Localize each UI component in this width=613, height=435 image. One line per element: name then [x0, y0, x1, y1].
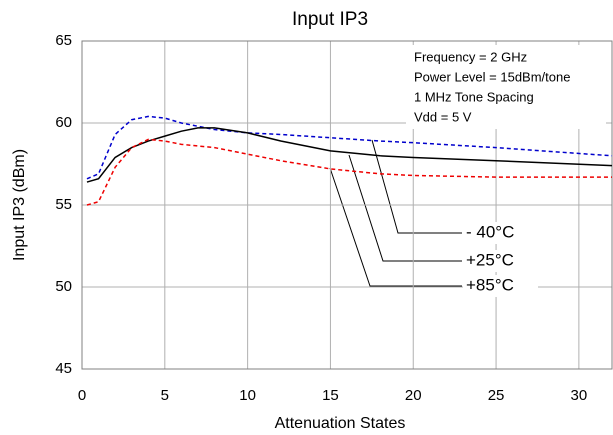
- y-tick-label: 60: [55, 114, 72, 131]
- y-axis-label: Input IP3 (dBm): [11, 149, 28, 261]
- series-line: [86, 138, 612, 206]
- x-axis-label: Attenuation States: [275, 415, 406, 432]
- legend-bg: [463, 275, 538, 297]
- chart-title: Input IP3: [292, 9, 368, 30]
- series-line: [86, 115, 613, 180]
- legend-label: +85°C: [466, 275, 514, 294]
- x-tick-label: 15: [322, 387, 339, 404]
- legend-bg: [463, 250, 538, 272]
- x-tick-label: 25: [488, 387, 505, 404]
- x-tick-label: 10: [239, 387, 256, 404]
- legend-bg: [463, 222, 538, 244]
- annotation-box: [406, 45, 606, 129]
- annotation: Vdd = 5 V: [414, 109, 472, 124]
- leader-line: [329, 167, 462, 287]
- y-tick-label: 45: [55, 360, 72, 377]
- y-tick-label: 55: [55, 196, 72, 213]
- x-tick-label: 30: [571, 387, 588, 404]
- y-tick-label: 65: [55, 32, 72, 49]
- y-tick-label: 50: [55, 278, 72, 295]
- x-tick-label: 5: [161, 387, 169, 404]
- plot-frame: [81, 40, 613, 370]
- annotation: Frequency = 2 GHz: [414, 49, 527, 64]
- legend-label: - 40°C: [466, 222, 514, 241]
- leader-lines: [329, 139, 462, 287]
- annotation: 1 MHz Tone Spacing: [414, 89, 534, 104]
- series-line: [86, 127, 613, 183]
- leader-line: [348, 154, 462, 262]
- x-tick-label: 20: [405, 387, 422, 404]
- x-tick-label: 0: [78, 387, 86, 404]
- legend-label: +25°C: [466, 250, 514, 269]
- annotation: Power Level = 15dBm/tone: [414, 69, 570, 84]
- leader-line: [371, 139, 462, 234]
